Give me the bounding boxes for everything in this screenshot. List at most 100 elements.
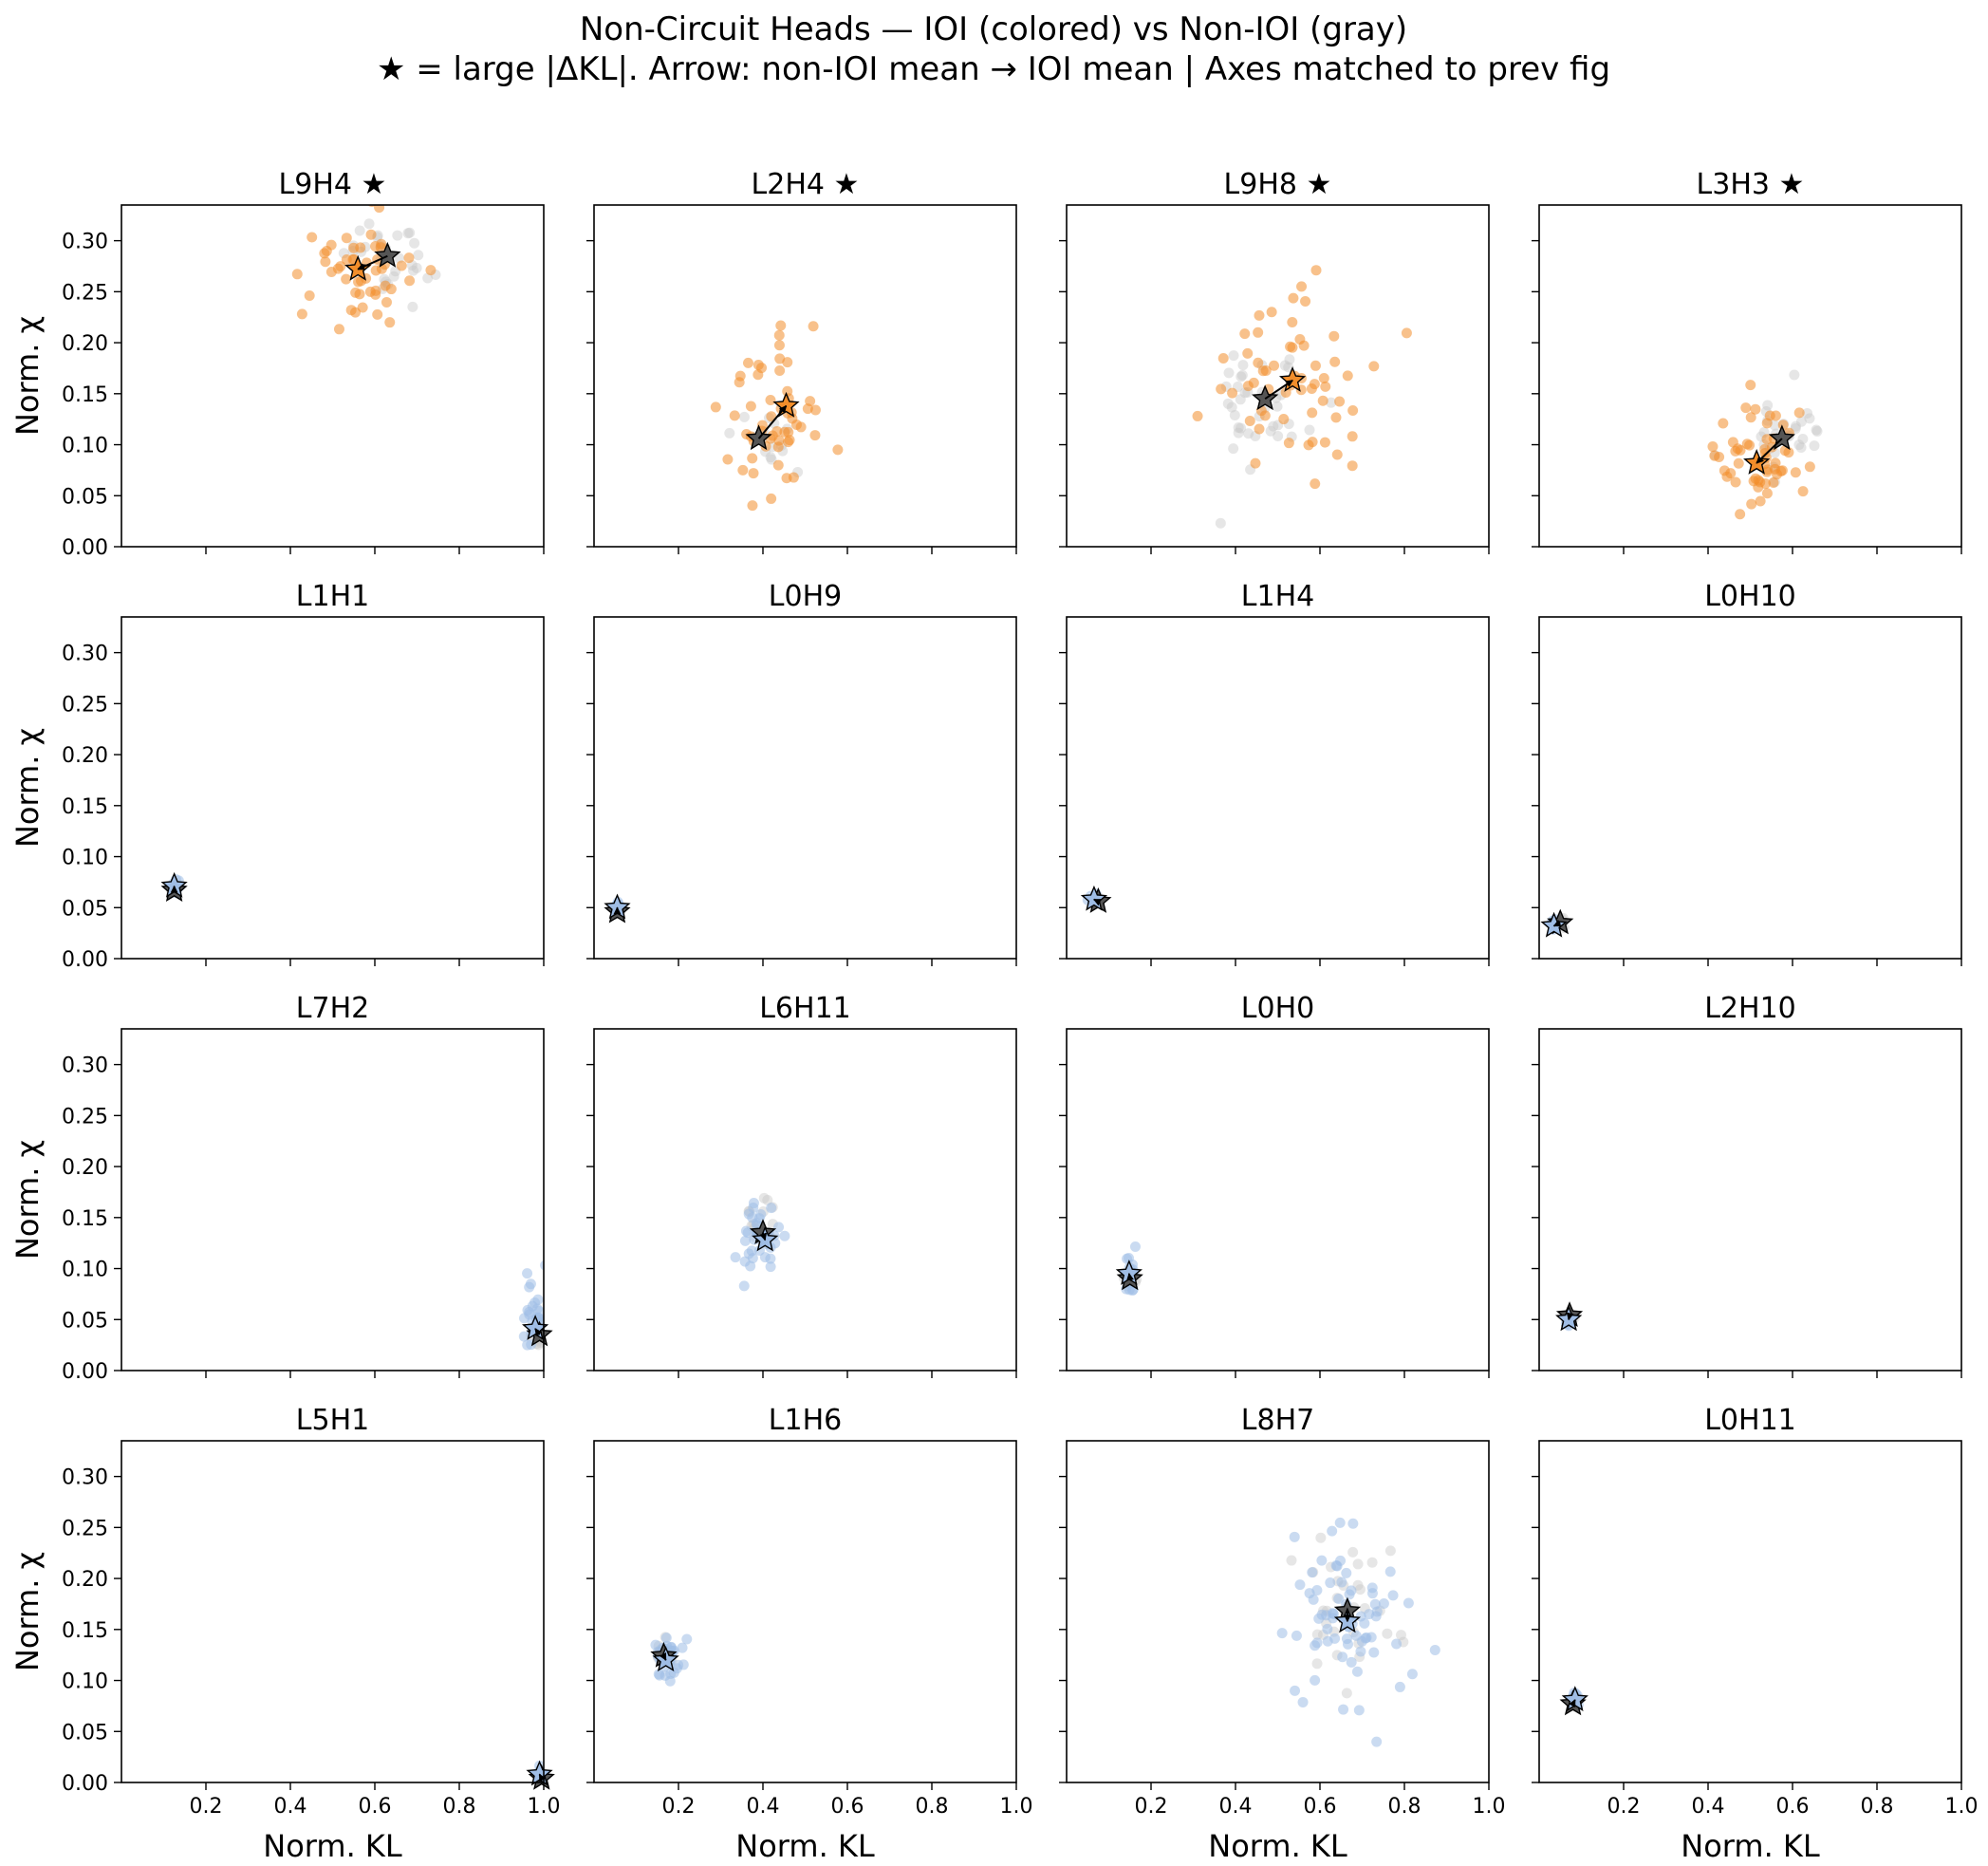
y-axis-label: Norm. χ xyxy=(9,1552,46,1671)
ioi-point xyxy=(766,1203,777,1214)
ioi-point xyxy=(1250,457,1261,469)
ioi-point xyxy=(779,426,790,438)
ioi-point xyxy=(1732,443,1743,455)
ioi-point xyxy=(1733,457,1744,469)
ioi-point xyxy=(307,232,318,243)
panel-l2h10: L2H10 xyxy=(1532,992,1962,1378)
axes-frame xyxy=(1066,204,1490,548)
x-tick-label: 0.6 xyxy=(831,1795,864,1819)
y-tick-label: 0.25 xyxy=(62,1517,108,1540)
ioi-point xyxy=(1311,1637,1323,1649)
ioi-point xyxy=(1288,292,1299,304)
ioi-point xyxy=(355,242,366,253)
non-ioi-mean-star xyxy=(374,241,401,268)
figure-title-line-1: Non-Circuit Heads — IOI (colored) vs Non… xyxy=(580,10,1407,48)
non-ioi-point xyxy=(1283,362,1294,373)
axes-frame xyxy=(1538,1028,1962,1372)
non-ioi-point xyxy=(1236,369,1248,381)
ioi-point xyxy=(1253,357,1264,368)
ioi-point xyxy=(1289,1531,1300,1542)
ioi-point xyxy=(1285,341,1296,352)
ioi-point xyxy=(795,421,807,433)
non-ioi-point xyxy=(1382,1628,1393,1639)
scatter-points xyxy=(710,320,844,512)
ioi-point xyxy=(1317,395,1328,406)
ioi-point xyxy=(773,1222,785,1233)
non-ioi-point xyxy=(1226,401,1237,413)
ioi-point xyxy=(1328,330,1340,342)
ioi-point xyxy=(781,473,792,484)
x-axis-label: Norm. KL xyxy=(263,1828,402,1864)
ioi-point xyxy=(296,308,307,320)
ioi-point xyxy=(1336,1577,1347,1588)
y-tick-label: 0.30 xyxy=(62,1466,108,1490)
panel-grid: L9H4 ★ 0.00 0.05 0.10 0.15 0.20 0.25 0.30 Norm. … xyxy=(9,168,1979,1864)
non-ioi-point xyxy=(1352,1558,1364,1570)
y-tick-label: 0.05 xyxy=(62,897,108,921)
y-tick-label: 0.05 xyxy=(62,485,108,509)
ioi-point xyxy=(1768,476,1779,488)
panel-title: L0H9 xyxy=(769,580,842,613)
ioi-point xyxy=(1719,465,1730,476)
ioi-point xyxy=(1244,416,1255,427)
ioi-point xyxy=(1308,1594,1319,1605)
axes-frame xyxy=(1538,1440,1962,1783)
ioi-point xyxy=(1337,1651,1348,1663)
panel-l1h6: L1H6 0.2 0.4 0.6 0.8 1.0 Norm. KL xyxy=(586,1404,1033,1864)
non-ioi-point xyxy=(1265,425,1276,437)
ioi-point xyxy=(1297,1696,1309,1707)
non-ioi-point xyxy=(1395,1630,1406,1641)
y-tick-label: 0.15 xyxy=(62,1619,108,1643)
panel-title: L0H0 xyxy=(1241,992,1314,1025)
non-ioi-point xyxy=(1341,1688,1352,1699)
x-tick-label: 0.4 xyxy=(747,1795,780,1819)
ioi-point xyxy=(1378,1598,1389,1610)
mean-shift-arrow xyxy=(1093,898,1102,906)
ioi-point xyxy=(1371,1736,1383,1747)
x-tick-label: 0.6 xyxy=(1304,1795,1337,1819)
non-ioi-point xyxy=(1384,1545,1396,1557)
non-ioi-point xyxy=(422,272,434,284)
panel-title: L6H11 xyxy=(759,992,851,1025)
ioi-point xyxy=(773,329,785,341)
panel-title: L1H6 xyxy=(769,1404,842,1437)
ioi-point xyxy=(335,261,346,272)
non-ioi-point xyxy=(1235,394,1246,405)
ioi-point xyxy=(737,464,749,476)
ioi-point xyxy=(1347,460,1358,472)
ioi-point xyxy=(1318,372,1329,383)
non-ioi-point xyxy=(1279,360,1291,371)
ioi-point xyxy=(1369,1598,1381,1610)
ioi-point xyxy=(1769,463,1780,475)
y-tick-label: 0.10 xyxy=(62,1670,108,1694)
non-ioi-point xyxy=(1233,427,1244,439)
x-tick-label: 1.0 xyxy=(528,1795,561,1819)
ioi-point xyxy=(681,1633,693,1645)
ioi-point xyxy=(1331,1560,1343,1572)
ioi-point xyxy=(774,365,786,377)
ioi-point xyxy=(1406,1669,1418,1680)
ioi-point xyxy=(1327,1525,1338,1537)
ioi-point xyxy=(1718,418,1729,429)
ioi-point xyxy=(1283,438,1294,449)
ioi-point xyxy=(333,324,344,335)
panel-l0h10: L0H10 xyxy=(1532,580,1962,966)
ioi-point xyxy=(1269,360,1280,371)
ioi-point xyxy=(1329,1633,1341,1644)
axes-frame xyxy=(593,1028,1017,1372)
non-ioi-point xyxy=(758,1192,770,1204)
ioi-point xyxy=(1330,412,1342,423)
ioi-point xyxy=(784,435,795,446)
ioi-point xyxy=(808,321,819,332)
ioi-point xyxy=(1797,486,1809,497)
ioi-point xyxy=(522,1339,533,1351)
ioi-point xyxy=(381,296,392,308)
non-ioi-point xyxy=(1272,401,1283,412)
axes-frame xyxy=(1066,1440,1490,1783)
ioi-point xyxy=(809,430,821,441)
ioi-point xyxy=(1793,407,1805,419)
ioi-point xyxy=(1266,307,1277,318)
ioi-point xyxy=(779,1230,790,1241)
ioi-point xyxy=(341,233,352,244)
ioi-point xyxy=(1257,365,1269,377)
